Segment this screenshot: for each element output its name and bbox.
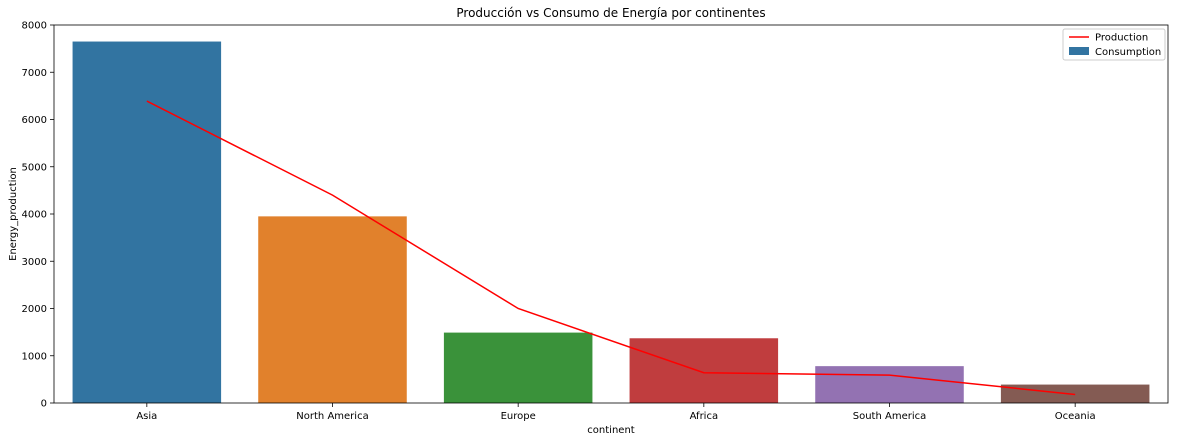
bar-europe xyxy=(443,332,593,403)
x-tick-label: Oceania xyxy=(1055,411,1096,422)
y-tick-label: 8000 xyxy=(22,21,47,32)
y-tick-label: 0 xyxy=(41,399,47,410)
plot-frame xyxy=(53,24,1169,404)
legend: Production Consumption xyxy=(1062,28,1166,61)
x-tick-label: North America xyxy=(296,411,368,422)
consumption-bars xyxy=(72,41,1150,403)
bar-africa xyxy=(629,338,779,403)
legend-label-consumption: Consumption xyxy=(1095,47,1161,58)
bar-asia xyxy=(72,41,222,403)
y-tick-label: 2000 xyxy=(22,304,47,315)
y-tick-label: 1000 xyxy=(22,351,47,362)
y-axis-label: Energy_production xyxy=(8,167,19,261)
y-tick-label: 6000 xyxy=(22,115,47,126)
y-axis: 0 1000 2000 3000 4000 5000 6000 7000 8000 xyxy=(22,21,54,410)
y-tick-label: 3000 xyxy=(22,257,47,268)
y-tick-label: 7000 xyxy=(22,68,47,79)
x-axis-label: continent xyxy=(587,425,634,436)
chart-title: Producción vs Consumo de Energía por con… xyxy=(456,6,765,20)
x-tick-label: South America xyxy=(853,411,927,422)
x-tick-label: Africa xyxy=(690,411,719,422)
x-tick-label: Europe xyxy=(501,411,536,422)
x-tick-label: Asia xyxy=(136,411,157,422)
production-line xyxy=(146,100,1076,396)
production-line-group xyxy=(146,100,1076,396)
bar-south-america xyxy=(815,366,964,403)
y-tick-label: 5000 xyxy=(22,162,47,173)
y-tick-label: 4000 xyxy=(22,210,47,221)
legend-bar-swatch xyxy=(1069,47,1089,55)
bar-north-america xyxy=(258,216,407,403)
x-axis: Asia North America Europe Africa South Ameri… xyxy=(136,403,1096,422)
legend-label-production: Production xyxy=(1095,33,1148,44)
